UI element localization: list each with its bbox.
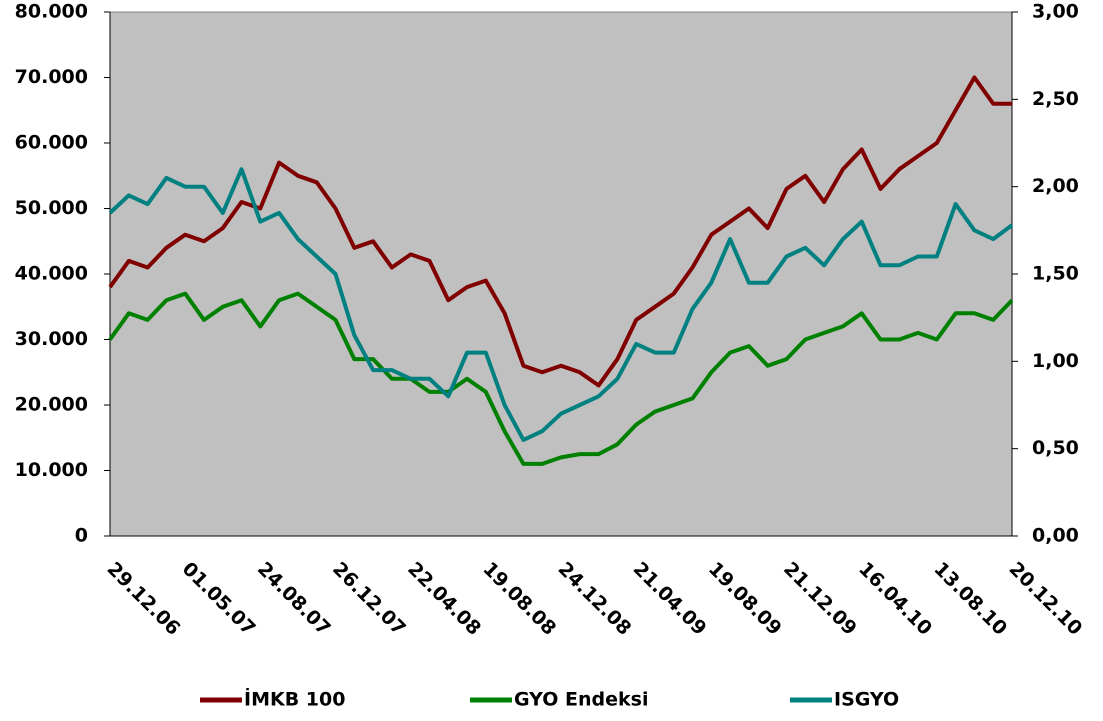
- series-line: [108, 291, 1014, 466]
- y-tick-label: 60.000: [15, 132, 88, 154]
- x-tick-label: 16.04.10: [854, 558, 936, 640]
- y2-tick-label: 2,50: [1032, 88, 1079, 110]
- x-tick-label: 24.08.07: [253, 558, 335, 640]
- y2-tick-label: 0,00: [1032, 525, 1079, 547]
- y-tick-label: 0: [75, 525, 88, 547]
- y2-tick-label: 3,00: [1032, 1, 1079, 23]
- x-tick-label: 01.05.07: [178, 558, 260, 640]
- y2-tick-label: 2,00: [1032, 175, 1079, 197]
- y-tick-label: 30.000: [15, 328, 88, 350]
- x-tick-label: 29.12.06: [103, 558, 185, 640]
- legend-label: İMKB 100: [244, 687, 345, 711]
- series-line: [108, 75, 1012, 388]
- y-tick-label: 50.000: [15, 197, 88, 219]
- y-tick-label: 20.000: [15, 394, 88, 416]
- x-tick-label: 19.08.08: [478, 558, 560, 640]
- y2-tick-label: 0,50: [1032, 437, 1079, 459]
- legend-label: ISGYO: [834, 689, 899, 711]
- y-tick-label: 40.000: [15, 263, 88, 285]
- x-tick-label: 21.12.09: [779, 558, 861, 640]
- y2-tick-label: 1,00: [1032, 350, 1079, 372]
- x-tick-label: 13.08.10: [929, 558, 1011, 640]
- x-tick-label: 26.12.07: [328, 558, 410, 640]
- x-tick-label: 24.12.08: [554, 558, 636, 640]
- x-tick-label: 20.12.10: [1005, 558, 1087, 640]
- x-tick-label: 21.04.09: [629, 558, 711, 640]
- x-tick-label: 19.08.09: [704, 558, 786, 640]
- y-tick-label: 80.000: [15, 1, 88, 23]
- y-tick-label: 70.000: [15, 66, 88, 88]
- y-tick-label: 10.000: [15, 459, 88, 481]
- series-line: [108, 167, 1014, 442]
- legend-label: GYO Endeksi: [514, 689, 648, 711]
- y2-tick-label: 1,50: [1032, 263, 1079, 285]
- plot-area: [109, 11, 1013, 537]
- x-tick-label: 22.04.08: [403, 558, 485, 640]
